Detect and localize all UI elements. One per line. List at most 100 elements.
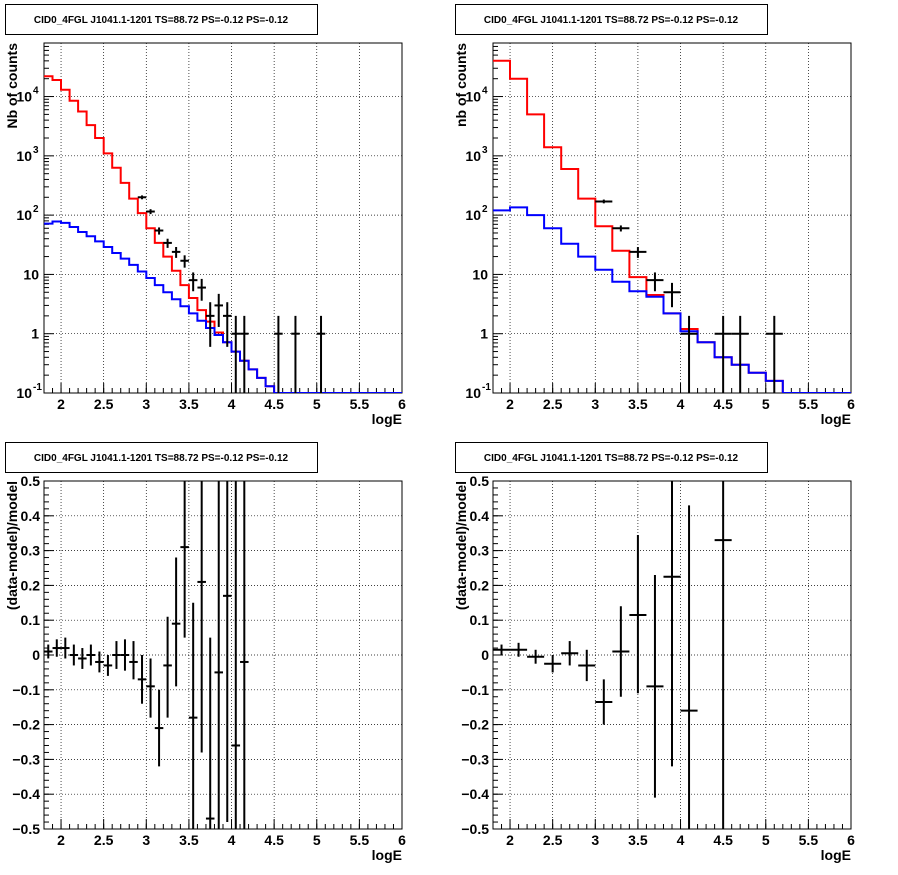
x-tick-label: 2.5 [94, 832, 114, 848]
y-tick-label: 0.2 [21, 577, 41, 593]
y-tick-label: 10 [16, 207, 32, 223]
data-point [680, 505, 698, 829]
chart-panel-1: CID0_4FGL J1041.1-1201 TS=88.72 PS=-0.12… [4, 4, 406, 427]
y-tick-label: −0.5 [461, 821, 489, 837]
data-point [205, 637, 215, 829]
y-tick-label: 0.2 [470, 577, 490, 593]
source-model-histogram [493, 206, 851, 393]
source-model-histogram [44, 220, 402, 393]
data-point [714, 315, 732, 393]
y-tick-label: −0.2 [461, 717, 489, 733]
data-point [69, 644, 79, 666]
data-point [214, 293, 223, 327]
y-axis-label: (data-model)/model [4, 481, 20, 610]
data-point [154, 689, 164, 767]
data-point [510, 642, 528, 657]
y-tick-label: 0.1 [470, 612, 490, 628]
y-tick-label: 10 [465, 148, 481, 164]
x-tick-label: 5.5 [350, 832, 370, 848]
data-point [129, 641, 138, 680]
y-tick-label: 10 [16, 148, 32, 164]
x-tick-label: 5.5 [799, 832, 819, 848]
x-tick-label: 6 [847, 832, 855, 848]
x-tick-label: 5 [313, 832, 321, 848]
y-tick-label: 10 [465, 89, 481, 105]
data-point [163, 616, 172, 718]
y-tick-label: 0.3 [21, 543, 41, 559]
y-axis-label: (data-model)/model [453, 481, 469, 610]
data-point [95, 651, 104, 673]
x-tick-label: 4 [228, 396, 236, 412]
series-layer [44, 75, 402, 393]
y-tick-exponent: 2 [482, 204, 488, 215]
x-tick-label: 6 [398, 396, 406, 412]
y-tick-label: −0.3 [12, 751, 40, 767]
y-tick-label: −0.3 [461, 751, 489, 767]
y-tick-label: −0.2 [12, 717, 40, 733]
data-point [223, 481, 232, 823]
x-tick-label: 3 [591, 832, 599, 848]
x-axis-label: logE [372, 411, 402, 427]
data-point [86, 644, 96, 666]
series-layer [493, 59, 851, 393]
data-point [112, 641, 121, 669]
x-tick-label: 3 [142, 396, 150, 412]
y-axis-label: nb of counts [453, 43, 469, 127]
x-tick-label: 4 [677, 832, 685, 848]
title-box [5, 4, 318, 35]
data-point [137, 655, 147, 704]
x-tick-label: 4 [228, 832, 236, 848]
data-point [78, 648, 87, 669]
y-tick-label: −0.1 [12, 682, 40, 698]
data-point [663, 481, 681, 767]
x-axis-label: logE [821, 847, 851, 863]
y-axis-label: Nb of counts [4, 43, 20, 129]
data-point [629, 247, 647, 258]
data-point [274, 315, 283, 393]
y-tick-label: 1 [31, 326, 39, 342]
data-point [197, 481, 206, 753]
x-tick-label: 3.5 [179, 396, 199, 412]
data-point [154, 227, 164, 235]
chart-panel-3: CID0_4FGL J1041.1-1201 TS=88.72 PS=-0.12… [4, 442, 406, 863]
y-tick-label: 1 [480, 326, 488, 342]
y-tick-label: 0.3 [470, 543, 490, 559]
y-tick-exponent: 4 [33, 86, 39, 97]
data-point [120, 639, 130, 671]
x-tick-label: 3.5 [628, 832, 648, 848]
y-tick-exponent: 4 [482, 86, 488, 97]
data-point [561, 641, 579, 666]
x-tick-label: 5.5 [350, 396, 370, 412]
x-tick-label: 4.5 [264, 396, 284, 412]
data-point [52, 639, 62, 657]
series-layer [493, 481, 732, 829]
data-point [146, 658, 155, 718]
x-axis-label: logE [372, 847, 402, 863]
x-tick-label: 2 [57, 396, 65, 412]
y-tick-label: 0.1 [21, 612, 41, 628]
x-tick-label: 2.5 [543, 832, 563, 848]
data-point [240, 481, 249, 829]
x-tick-label: 5 [762, 832, 770, 848]
total-model-histogram [44, 75, 402, 393]
data-point [146, 209, 155, 215]
data-point [527, 649, 545, 664]
chart-panel-2: CID0_4FGL J1041.1-1201 TS=88.72 PS=-0.12… [453, 4, 855, 427]
y-tick-label: 0.4 [21, 508, 41, 524]
data-point [493, 644, 511, 655]
data-point [180, 255, 189, 268]
x-tick-label: 5 [762, 396, 770, 412]
title-box [455, 4, 768, 35]
data-point [171, 557, 181, 687]
chart-title: CID0_4FGL J1041.1-1201 TS=88.72 PS=-0.12… [484, 15, 739, 26]
data-point [646, 574, 664, 798]
data-point [663, 282, 681, 308]
data-point [595, 679, 613, 725]
y-tick-label: 10 [23, 266, 39, 282]
chart-title: CID0_4FGL J1041.1-1201 TS=88.72 PS=-0.12… [34, 453, 289, 464]
y-tick-exponent: 2 [33, 204, 39, 215]
data-point [680, 315, 698, 393]
x-tick-label: 3.5 [628, 396, 648, 412]
x-tick-label: 2 [506, 396, 514, 412]
